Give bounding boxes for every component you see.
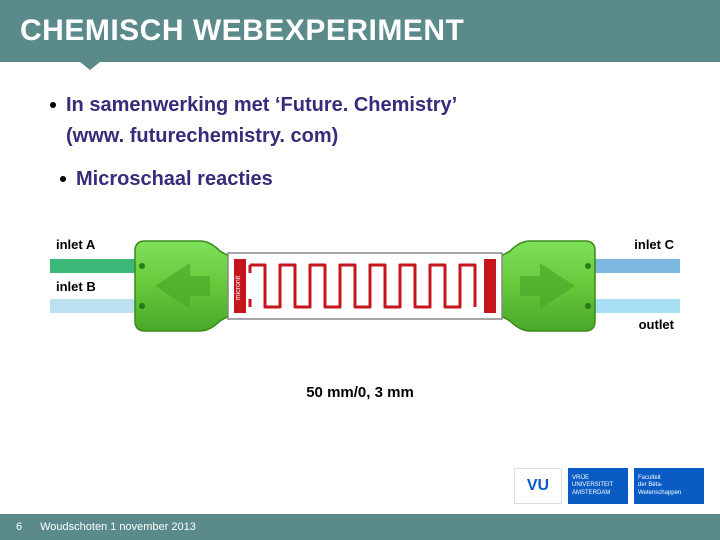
inlet-a-label: inlet A <box>56 237 95 252</box>
inlet-c-label: inlet C <box>634 237 674 252</box>
slide-title: CHEMISCH WEBEXPERIMENT <box>20 14 464 48</box>
vu-university-text: VRIJE UNIVERSITEIT AMSTERDAM <box>568 468 628 504</box>
bullet-2: Microschaal reacties <box>60 166 670 193</box>
bullet-dot-icon <box>60 176 66 182</box>
page-number: 6 <box>16 521 22 533</box>
logo-line: VRIJE <box>572 475 624 482</box>
port-dot <box>139 263 145 269</box>
logo-block: VU VRIJE UNIVERSITEIT AMSTERDAM Facultei… <box>514 468 704 504</box>
logo-line: Faculteit <box>638 475 700 482</box>
bullet-1: In samenwerking met ‘Future. Chemistry’ <box>50 92 670 119</box>
bullet-2-text: Microschaal reacties <box>76 166 273 193</box>
bullet-1-subtext: (www. futurechemistry. com) <box>66 125 670 148</box>
right-label-bar <box>484 259 496 313</box>
vu-logo-text: VU <box>527 477 549 495</box>
port-dot <box>585 263 591 269</box>
slide-footer: 6 Woudschoten 1 november 2013 <box>0 514 720 540</box>
logo-line: der Bèta- <box>638 482 700 489</box>
logo-line: Wetenschappen <box>638 490 700 497</box>
diagram-caption: 50 mm/0, 3 mm <box>50 384 670 401</box>
logo-line: UNIVERSITEIT <box>572 482 624 489</box>
header-notch <box>80 62 100 70</box>
outlet-label: outlet <box>639 317 674 332</box>
micronit-label: micronit <box>235 276 242 301</box>
inlet-b-label: inlet B <box>56 279 96 294</box>
microreactor-diagram: micronit inlet A inlet B inlet C outlet <box>50 213 680 368</box>
diagram-svg: micronit <box>50 213 680 363</box>
slide-content: In samenwerking met ‘Future. Chemistry’ … <box>0 62 720 401</box>
faculty-text: Faculteit der Bèta- Wetenschappen <box>634 468 704 504</box>
footer-text: Woudschoten 1 november 2013 <box>40 521 196 533</box>
port-dot <box>139 303 145 309</box>
vu-logo: VU <box>514 468 562 504</box>
slide-header: CHEMISCH WEBEXPERIMENT <box>0 0 720 62</box>
logo-line: AMSTERDAM <box>572 490 624 497</box>
bullet-dot-icon <box>50 102 56 108</box>
port-dot <box>585 303 591 309</box>
bullet-1-text: In samenwerking met ‘Future. Chemistry’ <box>66 92 457 119</box>
